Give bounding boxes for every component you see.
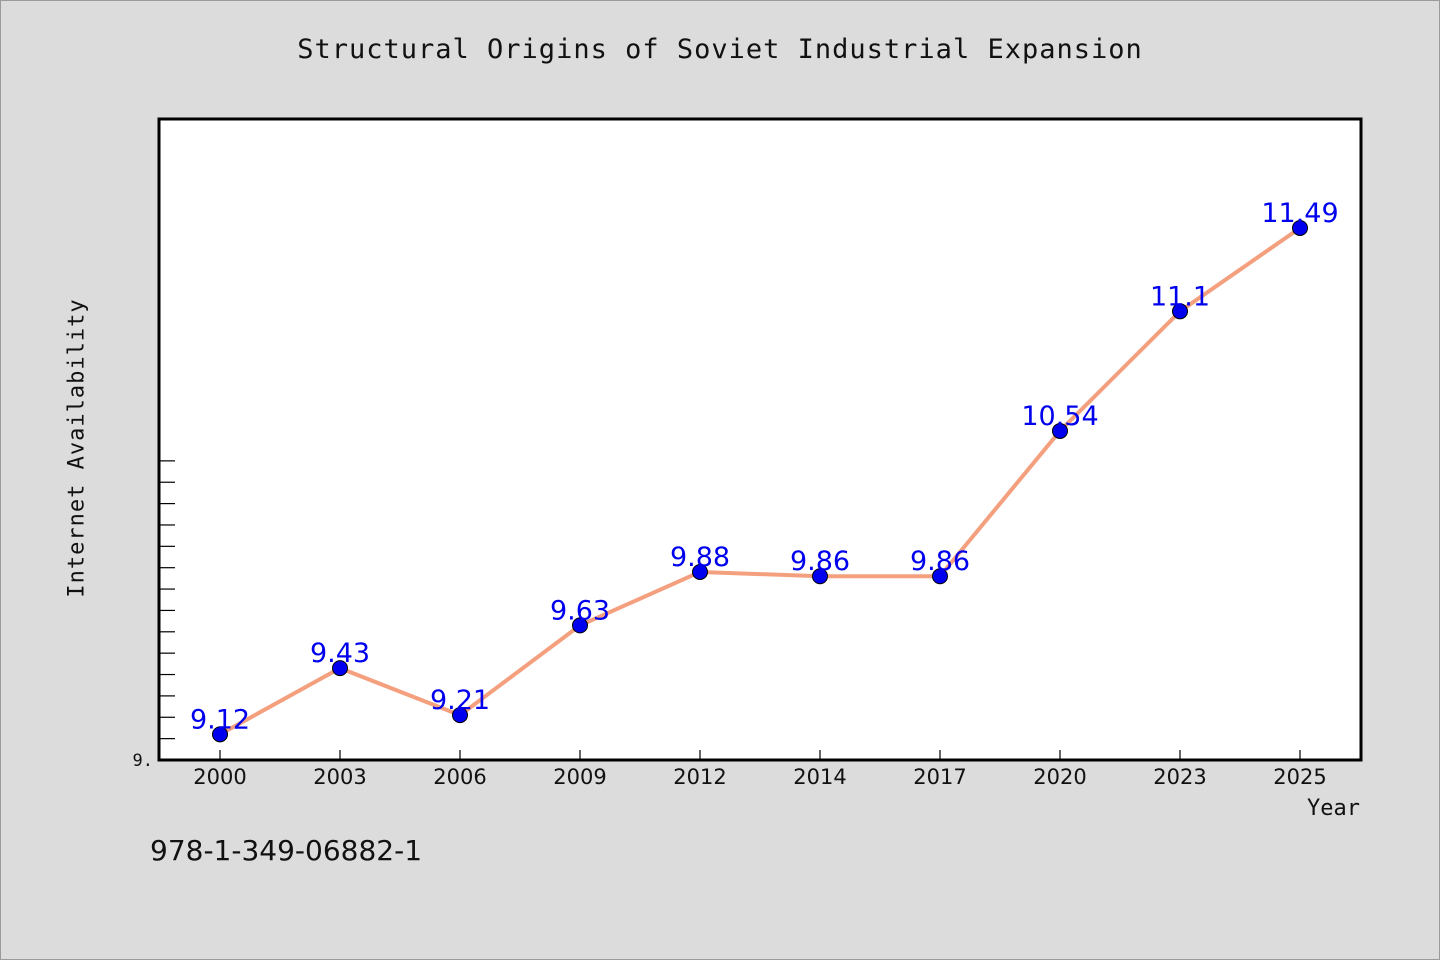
data-point bbox=[1172, 303, 1188, 320]
data-label: 11.49 bbox=[1261, 198, 1338, 229]
data-label: 9.43 bbox=[310, 638, 370, 669]
x-axis-label: Year bbox=[1307, 796, 1360, 821]
data-point bbox=[812, 568, 828, 585]
data-label: 11.1 bbox=[1150, 281, 1210, 312]
x-tick-label: 2014 bbox=[793, 765, 846, 789]
data-label: 9.63 bbox=[550, 595, 610, 626]
series-line bbox=[219, 226, 1302, 737]
x-tick-label: 2017 bbox=[913, 765, 966, 789]
data-label: 10.54 bbox=[1021, 401, 1098, 432]
data-point bbox=[572, 617, 588, 634]
series-layer bbox=[212, 219, 1308, 743]
data-label: 9.21 bbox=[430, 685, 490, 716]
data-point bbox=[1292, 219, 1308, 236]
data-point bbox=[1052, 422, 1068, 439]
data-label: 9.12 bbox=[190, 704, 250, 735]
data-point bbox=[332, 660, 348, 677]
x-tick-label: 2000 bbox=[193, 765, 246, 789]
x-tick-label: 2009 bbox=[553, 765, 606, 789]
x-tick-label: 2006 bbox=[433, 765, 486, 789]
x-tick-label: 2003 bbox=[313, 765, 366, 789]
data-point bbox=[452, 707, 468, 724]
label-layer: 9.12 9.43 9.21 9.63 9.88 9.86 9.86 10.54 11.1 11.… bbox=[190, 198, 1339, 735]
x-tick-label: 2023 bbox=[1153, 765, 1206, 789]
isbn-text: 978-1-349-06882-1 bbox=[150, 834, 423, 867]
chart-title: Structural Origins of Soviet Industrial … bbox=[297, 34, 1143, 65]
y-tick-label: 9. bbox=[133, 751, 153, 771]
data-label: 9.86 bbox=[910, 546, 970, 577]
data-point bbox=[212, 726, 228, 743]
data-label: 9.88 bbox=[670, 542, 730, 573]
x-tick-label: 2025 bbox=[1273, 765, 1326, 789]
data-point bbox=[692, 563, 708, 580]
plot-area bbox=[157, 117, 1363, 762]
x-tick-label: 2020 bbox=[1033, 765, 1086, 789]
data-label: 9.86 bbox=[790, 546, 850, 577]
data-point bbox=[932, 568, 948, 585]
x-tick-label: 2012 bbox=[673, 765, 726, 789]
axis-ticks: 9. 2000 2003 2006 2009 2012 2014 2017 2020 2023 20… bbox=[133, 460, 1327, 789]
